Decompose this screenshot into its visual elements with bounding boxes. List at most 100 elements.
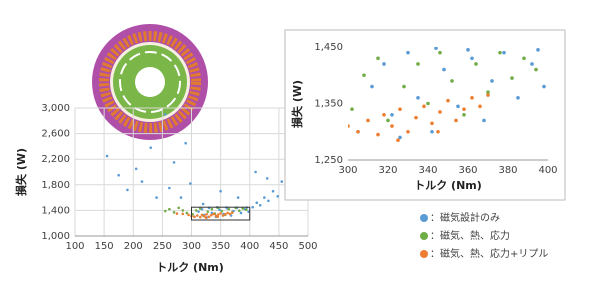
point: [216, 215, 220, 219]
point: [200, 213, 204, 217]
x-tick-label: 250: [153, 241, 172, 252]
point: [271, 189, 275, 193]
point: [163, 113, 167, 116]
point: [396, 138, 400, 143]
point: [207, 215, 211, 219]
point: [194, 209, 198, 212]
point: [210, 213, 213, 217]
point: [140, 180, 144, 183]
x-tick-label: 500: [298, 241, 317, 252]
point: [203, 214, 206, 218]
x-tick-label: 340: [418, 165, 437, 176]
x-tick-label: 150: [95, 241, 114, 252]
point: [258, 203, 262, 207]
legend-marker: [420, 232, 428, 240]
point: [456, 104, 460, 109]
point: [470, 56, 474, 61]
point: [237, 209, 241, 213]
point: [197, 210, 200, 213]
y-axis-label: 損失 (W): [14, 148, 28, 196]
point: [486, 93, 490, 97]
point: [263, 196, 266, 199]
x-axis-label: トルク (Nm): [414, 179, 482, 192]
point: [390, 124, 394, 128]
point: [366, 118, 370, 123]
point: [280, 180, 284, 183]
point: [442, 67, 446, 72]
point: [196, 214, 199, 217]
point: [438, 50, 442, 55]
point: [542, 84, 546, 89]
point: [406, 50, 410, 55]
point: [536, 48, 540, 52]
x-tick-label: 400: [240, 241, 259, 252]
point: [241, 207, 245, 210]
point: [191, 212, 194, 216]
point: [226, 211, 229, 215]
point: [155, 196, 158, 199]
point: [486, 90, 490, 94]
point: [265, 177, 269, 180]
points: [256, 17, 546, 143]
point: [386, 118, 390, 123]
x-tick-label: 300: [338, 165, 357, 176]
point: [168, 186, 171, 190]
point: [210, 207, 214, 211]
point: [126, 188, 129, 192]
y-tick-label: 1,350: [314, 99, 343, 110]
point: [362, 73, 366, 78]
point: [228, 212, 232, 216]
point: [193, 215, 196, 219]
legend-marker: [420, 214, 428, 222]
zoom-region: [191, 206, 251, 221]
point: [204, 216, 208, 220]
x-tick-label: 360: [458, 165, 477, 176]
legend-label: ：磁気設計のみ: [430, 211, 500, 224]
point: [255, 201, 259, 205]
x-tick-label: 350: [211, 241, 230, 252]
point: [370, 84, 374, 89]
point: [434, 47, 438, 50]
point: [201, 202, 205, 206]
point: [220, 209, 224, 213]
point: [490, 79, 494, 83]
point: [149, 146, 153, 149]
point: [219, 189, 222, 193]
point: [185, 211, 189, 215]
x-tick-label: 100: [65, 241, 84, 252]
point: [212, 212, 215, 216]
point: [430, 121, 434, 126]
point: [172, 211, 176, 214]
point: [474, 62, 478, 66]
point: [502, 50, 506, 55]
point: [230, 211, 234, 214]
point: [236, 196, 240, 199]
point: [198, 207, 202, 210]
point: [498, 50, 502, 55]
point: [482, 118, 486, 123]
legend-marker: [420, 250, 428, 258]
y-tick-label: 3,000: [41, 103, 70, 114]
point: [276, 195, 280, 198]
point: [430, 129, 434, 134]
point: [221, 214, 225, 217]
point: [216, 213, 220, 216]
x-tick-label: 320: [378, 165, 397, 176]
point: [522, 56, 526, 61]
y-tick-label: 2,600: [41, 129, 70, 140]
point: [181, 212, 185, 216]
point: [267, 199, 270, 203]
point: [386, 17, 390, 21]
x-tick-label: 380: [498, 165, 517, 176]
points: [105, 113, 308, 220]
inset-frame: [284, 29, 566, 201]
point: [256, 79, 260, 83]
point: [530, 62, 534, 66]
x-tick-label: 200: [124, 241, 143, 252]
point: [189, 182, 192, 185]
point: [350, 107, 354, 111]
point: [406, 129, 410, 134]
point: [398, 135, 402, 140]
point: [187, 213, 190, 217]
